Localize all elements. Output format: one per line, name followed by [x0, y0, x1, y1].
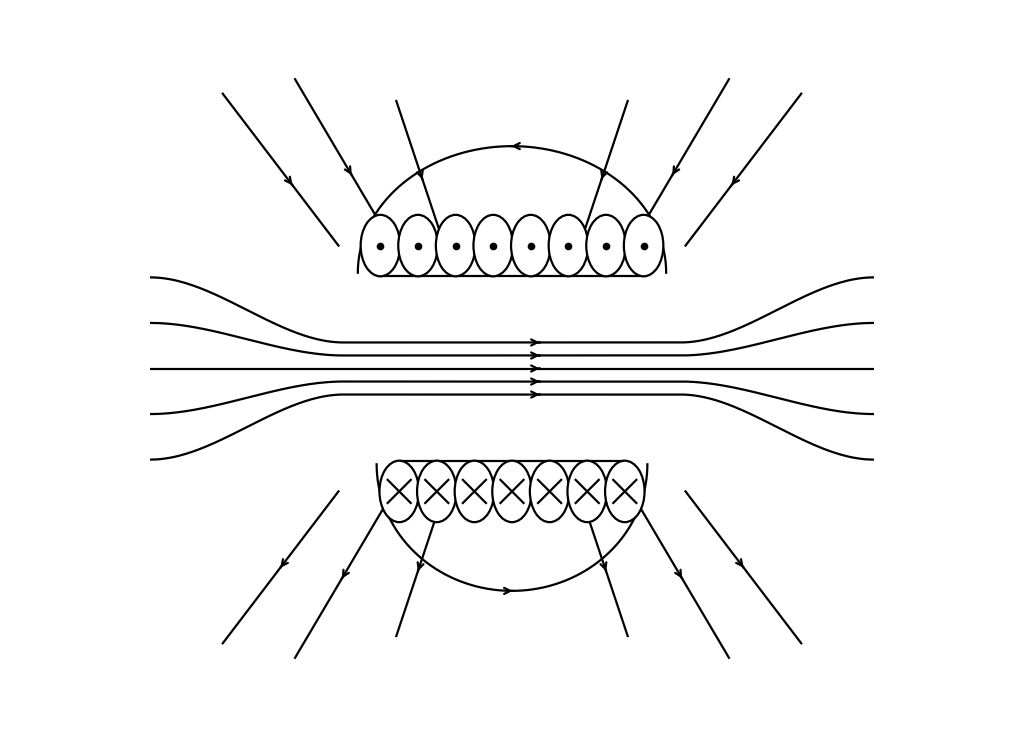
- Ellipse shape: [549, 215, 588, 276]
- Ellipse shape: [529, 461, 569, 522]
- Ellipse shape: [455, 461, 495, 522]
- Ellipse shape: [493, 461, 531, 522]
- Ellipse shape: [398, 215, 437, 276]
- Ellipse shape: [567, 461, 607, 522]
- Ellipse shape: [587, 215, 626, 276]
- Ellipse shape: [511, 215, 551, 276]
- Ellipse shape: [473, 215, 513, 276]
- Ellipse shape: [605, 461, 644, 522]
- Ellipse shape: [417, 461, 457, 522]
- Ellipse shape: [380, 461, 419, 522]
- Ellipse shape: [436, 215, 475, 276]
- Ellipse shape: [360, 215, 400, 276]
- Ellipse shape: [624, 215, 664, 276]
